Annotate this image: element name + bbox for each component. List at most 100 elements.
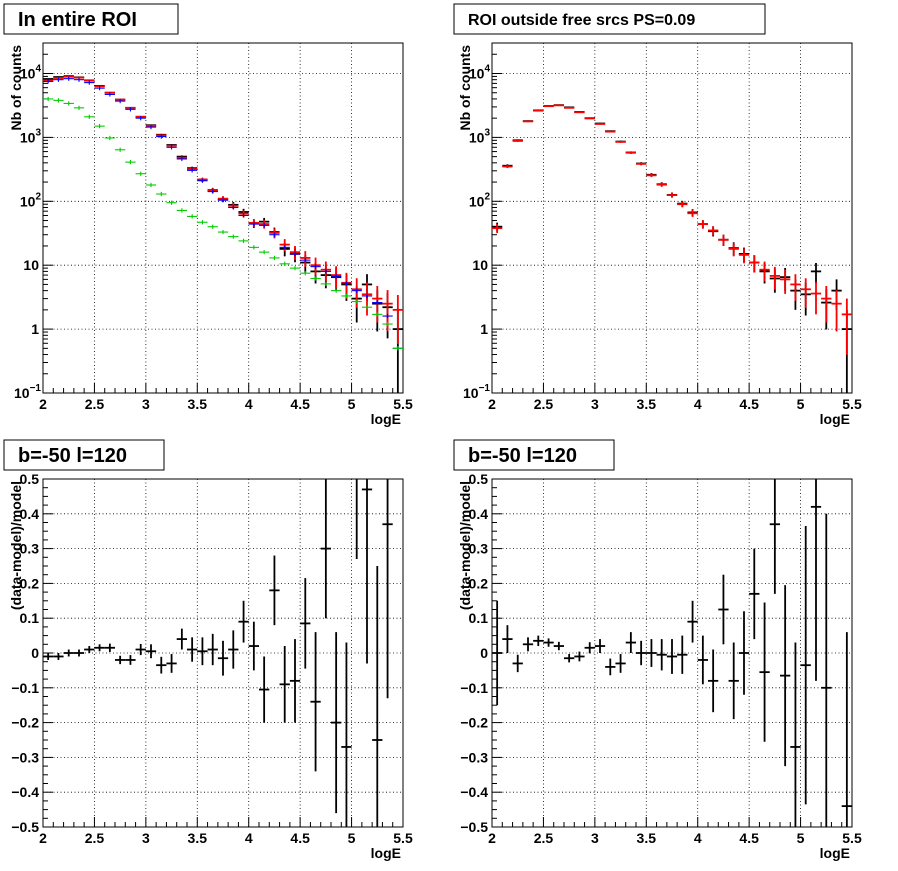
data-point [841, 632, 852, 827]
data-point [53, 653, 64, 660]
data-point [238, 213, 249, 218]
data-point [605, 130, 616, 133]
y-tick-label: 10−1 [14, 383, 41, 401]
data-point [502, 165, 513, 169]
data-point [392, 346, 403, 351]
x-tick-label: 4 [694, 396, 702, 412]
data-point [800, 525, 811, 805]
data-point [666, 192, 678, 198]
data-point [217, 198, 229, 203]
data-point [749, 548, 760, 640]
x-tick-label: 3 [591, 830, 599, 846]
data-point [636, 640, 647, 666]
data-point [156, 656, 167, 674]
data-point [259, 223, 270, 228]
data-point [361, 305, 373, 310]
data-point [73, 649, 85, 657]
y-tick-label: 10−1 [463, 383, 490, 401]
data-point [238, 600, 249, 643]
data-point [769, 266, 780, 290]
data-point [320, 479, 331, 619]
x-tick-label: 4 [694, 830, 702, 846]
data-point [331, 632, 342, 814]
x-tick-label: 2.5 [534, 396, 554, 412]
data-point [687, 600, 698, 643]
data-point [738, 248, 750, 264]
x-axis-title: logE [820, 411, 850, 427]
data-point [749, 255, 760, 273]
data-point [543, 638, 554, 647]
data-point [84, 80, 95, 85]
y-tick-label: −0.5 [460, 819, 488, 835]
data-point [217, 229, 229, 235]
y-tick-label: −0.3 [11, 749, 39, 765]
y-axis-title: Nb of counts [8, 45, 24, 131]
data-point [43, 78, 54, 80]
chart-title: ROI outside free srcs PS=0.09 [468, 12, 695, 29]
data-point [228, 630, 239, 669]
data-point [207, 633, 218, 666]
data-point [512, 140, 523, 142]
data-point [708, 649, 719, 713]
x-tick-label: 4 [245, 830, 253, 846]
x-axis-title: logE [820, 845, 850, 861]
x-tick-label: 3.5 [637, 830, 657, 846]
data-point [248, 245, 259, 250]
data-point [382, 321, 393, 327]
x-tick-label: 3.5 [188, 396, 208, 412]
data-point [687, 210, 698, 217]
x-tick-label: 2 [488, 396, 496, 412]
data-point [382, 313, 393, 319]
data-point [341, 281, 352, 286]
data-point [300, 578, 311, 669]
grid [492, 479, 852, 827]
data-point [636, 162, 647, 166]
data-point [238, 238, 249, 244]
y-tick-label: −0.4 [460, 784, 488, 800]
x-tick-label: 5.5 [842, 396, 862, 412]
data-point [63, 649, 74, 657]
data-point [821, 285, 832, 323]
data-point [533, 109, 544, 112]
title-box [3, 3, 179, 35]
chart-title: In entire ROI [18, 9, 137, 31]
data-point [300, 271, 311, 276]
data-point [738, 611, 750, 695]
data-point [248, 221, 259, 227]
y-tick-label: −0.2 [460, 715, 488, 731]
data-point [594, 639, 606, 653]
data-point [197, 637, 208, 666]
data-point [728, 642, 739, 720]
y-tick-label: −0.5 [11, 819, 39, 835]
data-point [63, 76, 74, 81]
x-tick-label: 2.5 [85, 830, 105, 846]
data-point [666, 639, 678, 674]
data-point [320, 269, 331, 274]
data-point [135, 643, 146, 656]
x-tick-label: 5 [797, 396, 805, 412]
y-tick-label: 103 [469, 127, 491, 145]
y-tick-label: −0.3 [460, 749, 488, 765]
y-tick-label: 102 [469, 191, 491, 209]
y-tick-label: 0.5 [469, 471, 489, 487]
data-point [351, 288, 362, 293]
x-tick-label: 5.5 [842, 830, 862, 846]
data-point [533, 635, 544, 647]
data-point [145, 124, 157, 130]
data-point [94, 644, 105, 652]
data-point [382, 479, 393, 699]
data-point [166, 200, 177, 205]
data-layer [492, 479, 852, 827]
data-point [584, 117, 595, 120]
data-point [512, 654, 523, 673]
data-point [708, 226, 719, 236]
data-point [492, 223, 503, 234]
y-tick-label: 1 [480, 321, 488, 337]
data-point [156, 191, 167, 197]
y-tick-label: 0.2 [20, 575, 40, 591]
data-point [269, 255, 280, 261]
data-point [800, 278, 811, 308]
grid [43, 479, 403, 827]
data-point [187, 214, 198, 219]
